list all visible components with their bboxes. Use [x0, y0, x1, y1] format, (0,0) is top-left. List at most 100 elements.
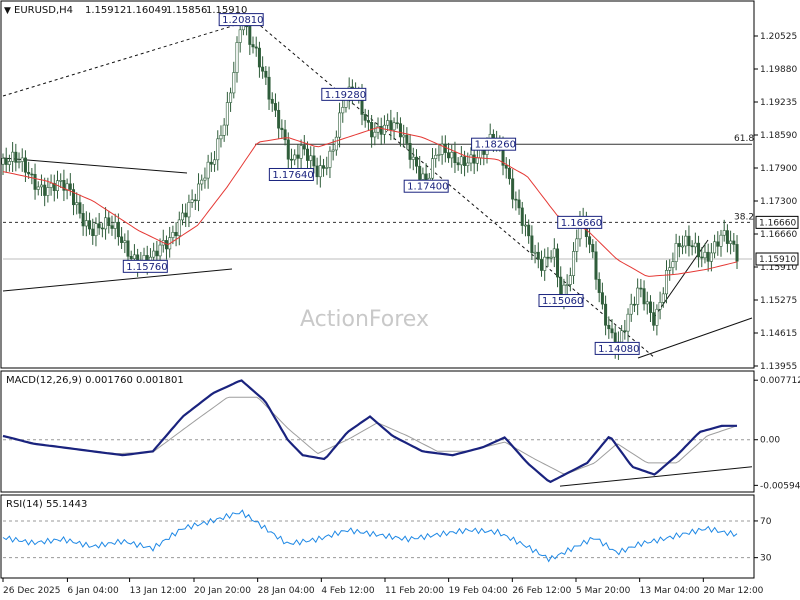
candle-body	[725, 230, 729, 244]
candle-body	[552, 248, 556, 258]
time-axis-label: 13 Mar 04:00	[640, 586, 700, 596]
swing-label: 1.16660	[561, 218, 602, 229]
candle-body	[155, 250, 159, 257]
candle-body	[84, 220, 88, 227]
candle-body	[59, 180, 63, 182]
candle-body	[507, 167, 511, 180]
moving-average-line	[2, 127, 738, 277]
price-axis-label: 1.16660	[760, 230, 797, 240]
candle-body	[700, 256, 704, 259]
candle-body	[687, 235, 691, 247]
candle-body	[81, 213, 85, 227]
candle-body	[248, 25, 252, 45]
candle-body	[33, 174, 37, 190]
time-axis-label: 6 Jan 04:00	[67, 586, 119, 596]
current-price-label: 1.15910	[759, 255, 796, 265]
time-axis-label: 5 Mar 20:00	[576, 586, 631, 596]
candle-body	[213, 159, 217, 165]
candle-body	[674, 243, 678, 262]
swing-label-box	[218, 13, 264, 27]
candle-body	[94, 223, 98, 237]
candle-body	[49, 182, 53, 188]
candle-body	[729, 240, 733, 244]
candle-body	[549, 256, 553, 259]
rsi-panel-frame	[0, 494, 755, 579]
rsi-axis-label: 30	[760, 554, 772, 564]
candle-body	[110, 225, 114, 229]
candle-body	[4, 158, 8, 165]
price-axis-label: 1.13955	[760, 362, 797, 372]
candle-body	[309, 155, 313, 161]
swing-label: 1.18260	[475, 140, 516, 151]
candle-body	[645, 301, 649, 305]
candle-body	[530, 235, 534, 253]
price-axis-label: 1.14615	[760, 329, 797, 339]
swing-label-box	[594, 341, 640, 355]
candle-body	[241, 25, 245, 31]
level-price-label: 1.16660	[759, 218, 796, 228]
candle-body	[652, 312, 656, 326]
time-axis-label: 19 Feb 04:00	[449, 586, 508, 596]
candle-body	[52, 182, 56, 191]
candle-body	[72, 189, 76, 206]
macd-trend-line	[559, 466, 753, 487]
candle-body	[232, 72, 236, 94]
candle-body	[565, 284, 569, 286]
candle-body	[703, 251, 707, 259]
candle-body	[466, 162, 470, 166]
line-layer	[2, 127, 738, 563]
ohlc-open: 1.15912	[85, 5, 126, 16]
trend-line	[2, 19, 253, 97]
candle-body	[434, 154, 438, 159]
candle-body	[238, 29, 242, 43]
candle-body	[206, 161, 210, 179]
candle-body	[315, 165, 319, 178]
candle-body	[273, 103, 277, 111]
candle-body	[732, 240, 736, 245]
candle-body	[289, 158, 293, 161]
time-axis-label: 20 Mar 12:00	[703, 586, 763, 596]
candle-body	[43, 184, 47, 196]
candle-body	[655, 308, 659, 326]
time-axis-label: 13 Jan 12:00	[130, 586, 187, 596]
trend-line	[2, 268, 233, 292]
time-axis-label: 20 Jan 20:00	[194, 586, 251, 596]
candle-body	[414, 156, 418, 167]
time-axis-label: 4 Feb 12:00	[321, 586, 375, 596]
candle-body	[408, 143, 412, 160]
candle-body	[610, 328, 614, 334]
candle-body	[376, 125, 380, 133]
candle-body	[629, 303, 633, 315]
macd-header: MACD(12,26,9) 0.001760 0.001801	[6, 375, 184, 386]
watermark: ActionForex	[300, 307, 429, 332]
candle-body	[27, 171, 31, 175]
candle-body	[286, 139, 290, 160]
macd-line	[2, 379, 737, 484]
candle-body	[14, 151, 18, 163]
candle-body	[716, 241, 720, 247]
candle-body	[338, 112, 342, 138]
candle-body	[107, 217, 111, 226]
grid-layer	[2, 19, 753, 559]
candle-body	[254, 46, 258, 49]
candle-body	[450, 151, 454, 159]
swing-label-box	[321, 87, 367, 101]
candle-body	[91, 228, 95, 237]
candle-body	[30, 173, 34, 176]
candle-body	[363, 114, 367, 121]
candle-body	[264, 70, 268, 78]
candle-body	[88, 220, 92, 230]
candle-body	[722, 230, 726, 236]
candle-body	[177, 219, 181, 237]
ohlc-low: 1.15856	[166, 5, 207, 16]
candle-body	[543, 256, 547, 271]
candle-body	[158, 244, 162, 257]
candle-body	[7, 161, 11, 165]
candle-body	[546, 256, 550, 259]
candle-body	[636, 287, 640, 305]
chevron-down-icon[interactable]: ▼	[4, 6, 11, 16]
candle-body	[620, 330, 624, 343]
candle-body	[270, 98, 274, 104]
candle-body	[665, 270, 669, 295]
